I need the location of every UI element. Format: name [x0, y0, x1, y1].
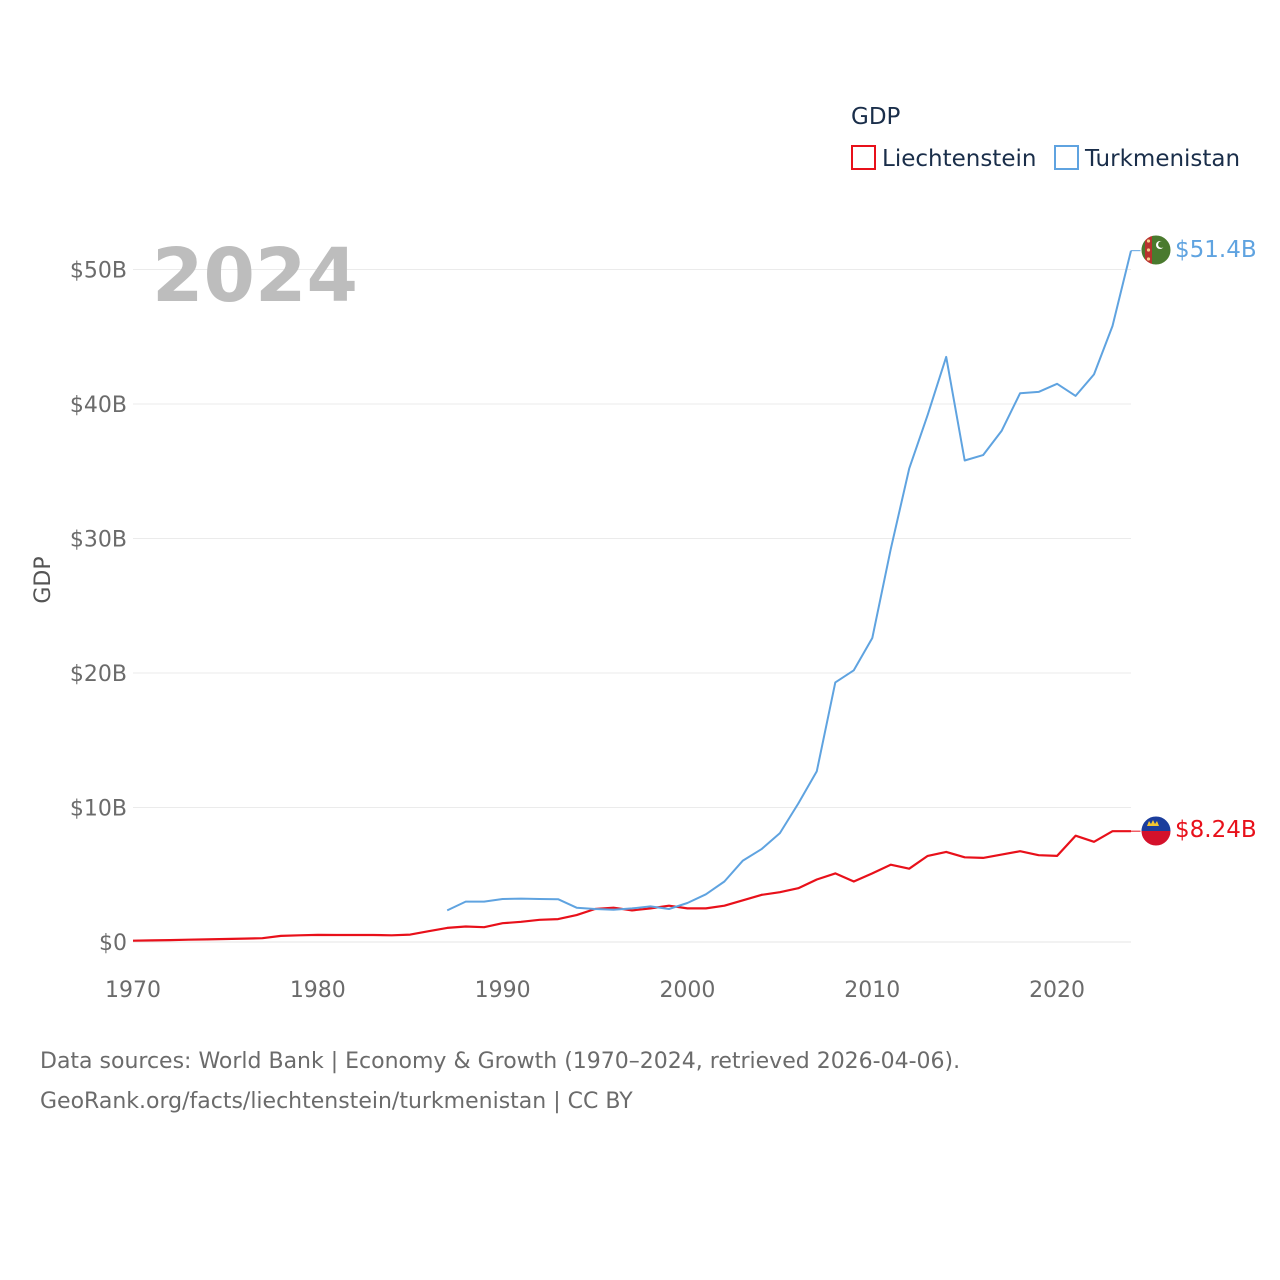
- y-tick-label: $20B: [70, 662, 127, 687]
- y-tick-label: $10B: [70, 797, 127, 822]
- y-tick-label: $30B: [70, 528, 127, 553]
- legend-swatch-turkmenistan[interactable]: [1054, 145, 1079, 170]
- series-line-turkmenistan[interactable]: [446, 250, 1132, 912]
- liechtenstein-end-label: $8.24B: [1175, 817, 1257, 843]
- liechtenstein-flag-icon: [1141, 816, 1171, 846]
- legend-swatch-liechtenstein[interactable]: [851, 145, 876, 170]
- turkmenistan-flag-icon: [1141, 235, 1171, 265]
- liechtenstein-end-marker: $8.24B: [1140, 815, 1257, 847]
- x-tick-label: 2010: [844, 978, 900, 1003]
- source-line-1: Data sources: World Bank | Economy & Gro…: [40, 1049, 961, 1074]
- y-axis-title: GDP: [31, 556, 56, 603]
- year-label: 2024: [152, 233, 358, 319]
- x-tick-label: 1980: [290, 978, 346, 1003]
- legend: GDP Liechtenstein Turkmenistan: [851, 104, 1240, 172]
- source-line-2[interactable]: GeoRank.org/facts/liechtenstein/turkmeni…: [40, 1089, 633, 1114]
- x-tick-label: 2020: [1029, 978, 1085, 1003]
- x-tick-label: 1970: [105, 978, 161, 1003]
- legend-label-liechtenstein[interactable]: Liechtenstein: [882, 146, 1036, 172]
- x-tick-label: 2000: [659, 978, 715, 1003]
- y-tick-label: $40B: [70, 393, 127, 418]
- series-line-liechtenstein[interactable]: [132, 830, 1131, 942]
- x-tick-label: 1990: [475, 978, 531, 1003]
- legend-title: GDP: [851, 104, 901, 130]
- grid-lines: [133, 269, 1131, 943]
- legend-label-turkmenistan[interactable]: Turkmenistan: [1084, 146, 1240, 172]
- turkmenistan-end-label: $51.4B: [1175, 237, 1257, 263]
- source-attribution: Data sources: World Bank | Economy & Gro…: [40, 1042, 1240, 1122]
- y-tick-label: $0: [99, 931, 127, 956]
- y-tick-label: $50B: [70, 259, 127, 284]
- turkmenistan-end-marker: $51.4B: [1140, 234, 1257, 266]
- x-axis-ticks: 1970 1980 1990 2000 2010 2020: [105, 978, 1085, 1003]
- y-axis-ticks: $0 $10B $20B $30B $40B $50B: [70, 259, 127, 957]
